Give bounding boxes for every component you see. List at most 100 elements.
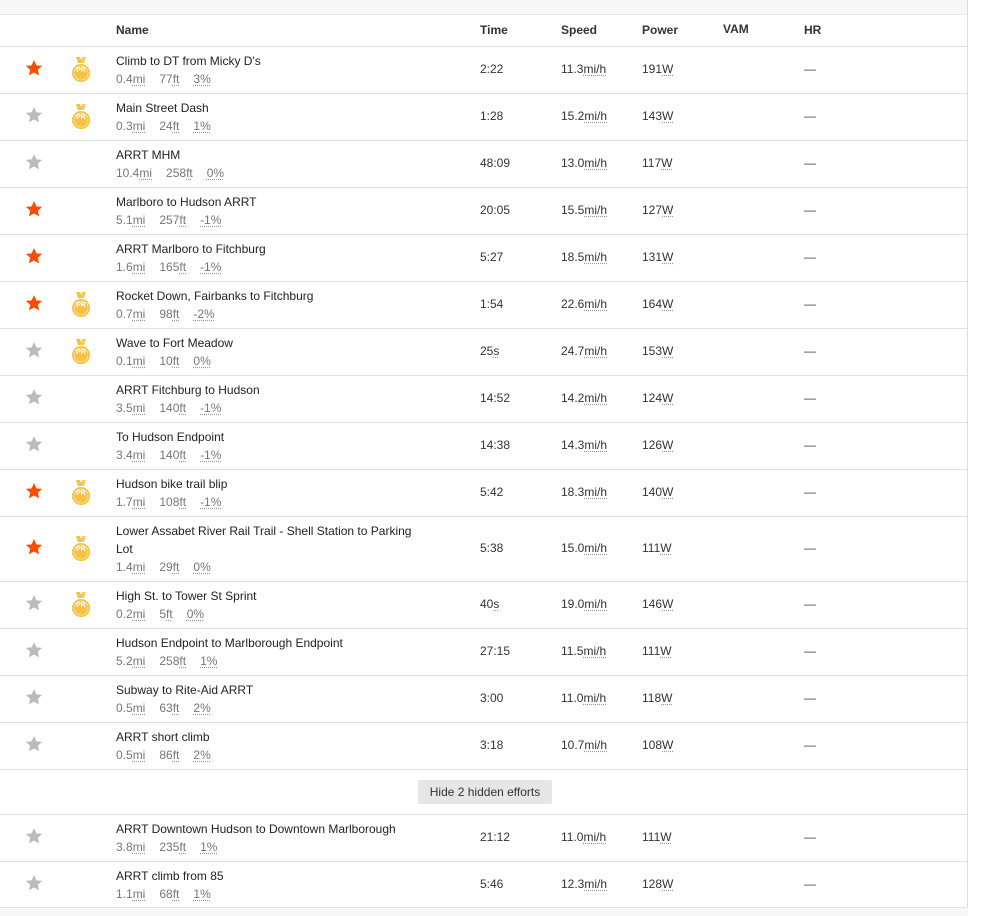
- segment-elevation-unit: ft: [179, 260, 187, 274]
- segment-speed-value: 14.2: [561, 391, 585, 405]
- segment-name-link[interactable]: Hudson bike trail blip: [116, 477, 228, 491]
- star-icon[interactable]: [24, 246, 44, 266]
- segment-hr: —: [804, 438, 816, 452]
- segment-power: 146W: [642, 597, 673, 611]
- segment-time: 5:46: [480, 877, 503, 891]
- segment-stats: 10.4mi 258ft 0%: [116, 164, 421, 182]
- segment-power-unit: W: [661, 156, 673, 170]
- top-band: [0, 0, 967, 15]
- header-vam[interactable]: VAM: [723, 22, 749, 36]
- segment-hr-value: —: [804, 391, 816, 405]
- star-icon[interactable]: [24, 434, 44, 454]
- segment-elevation: 77ft: [159, 72, 179, 86]
- segment-row[interactable]: ARRT MHM 10.4mi 258ft 0% 48:09 13.0mi/h 117W —: [0, 141, 967, 188]
- star-icon[interactable]: [24, 481, 44, 501]
- segment-stats: 0.1mi 10ft 0%: [116, 352, 421, 370]
- star-icon[interactable]: [24, 537, 44, 557]
- star-icon[interactable]: [24, 105, 44, 125]
- star-icon[interactable]: [24, 387, 44, 407]
- segment-distance: 3.5mi: [116, 401, 145, 415]
- segment-name-link[interactable]: Rocket Down, Fairbanks to Fitchburg: [116, 289, 314, 303]
- segment-distance-unit: mi: [132, 887, 146, 901]
- segment-grade: -1%: [200, 401, 222, 415]
- segment-time-value: 21:12: [480, 830, 511, 844]
- segment-name-link[interactable]: Wave to Fort Meadow: [116, 336, 233, 350]
- segment-name-link[interactable]: To Hudson Endpoint: [116, 430, 225, 444]
- segment-row[interactable]: ARRT climb from 85 1.1mi 68ft 1% 5:46 12.3mi/…: [0, 862, 967, 909]
- table-header: Name Time Speed Power VAM HR: [0, 15, 967, 47]
- segment-speed-unit: mi/h: [584, 109, 608, 123]
- segment-distance: 3.8mi: [116, 840, 145, 854]
- segment-name-link[interactable]: ARRT climb from 85: [116, 869, 224, 883]
- segment-name-link[interactable]: ARRT Marlboro to Fitchburg: [116, 242, 266, 256]
- segment-row[interactable]: PR High St. to Tower St Sprint 0.2mi 5ft 0% 4…: [0, 582, 967, 629]
- segment-name-link[interactable]: ARRT MHM: [116, 148, 181, 162]
- segment-elevation-value: 29: [159, 560, 173, 574]
- segment-stats: 3.4mi 140ft -1%: [116, 446, 421, 464]
- segment-elevation-value: 235: [159, 840, 180, 854]
- segment-name-link[interactable]: Lower Assabet River Rail Trail - Shell S…: [116, 524, 412, 556]
- segment-speed: 14.2mi/h: [561, 391, 607, 405]
- segment-row[interactable]: ARRT short climb 0.5mi 86ft 2% 3:18 10.7mi/h 1…: [0, 723, 967, 770]
- segment-name-link[interactable]: ARRT short climb: [116, 730, 210, 744]
- star-icon[interactable]: [24, 826, 44, 846]
- segment-row[interactable]: PR Hudson bike trail blip 1.7mi 108ft -1% 5:4…: [0, 470, 967, 517]
- segment-name-link[interactable]: ARRT Downtown Hudson to Downtown Marlbor…: [116, 822, 396, 836]
- segment-info: ARRT Fitchburg to Hudson 3.5mi 140ft -1%: [116, 381, 421, 417]
- star-icon[interactable]: [24, 687, 44, 707]
- pr-medal-label: PR: [76, 302, 86, 309]
- segment-row[interactable]: PR Main Street Dash 0.3mi 24ft 1% 1:28 15.2mi/…: [0, 94, 967, 141]
- segment-grade: 0%: [193, 354, 211, 368]
- segment-row[interactable]: Subway to Rite-Aid ARRT 0.5mi 63ft 2% 3:00 11…: [0, 676, 967, 723]
- header-name[interactable]: Name: [116, 23, 149, 37]
- header-power[interactable]: Power: [642, 23, 679, 37]
- segment-row[interactable]: PR Lower Assabet River Rail Trail - Shell…: [0, 517, 967, 582]
- segment-time: 27:15: [480, 644, 510, 658]
- segment-name-link[interactable]: High St. to Tower St Sprint: [116, 589, 257, 603]
- segment-row[interactable]: ARRT Fitchburg to Hudson 3.5mi 140ft -1% 14:…: [0, 376, 967, 423]
- star-icon[interactable]: [24, 58, 44, 78]
- segment-distance-value: 0.7: [116, 307, 133, 321]
- star-icon[interactable]: [24, 152, 44, 172]
- segment-name-link[interactable]: Marlboro to Hudson ARRT: [116, 195, 257, 209]
- segment-stats: 0.2mi 5ft 0%: [116, 605, 421, 623]
- star-icon[interactable]: [24, 593, 44, 613]
- segment-elevation: 63ft: [159, 701, 179, 715]
- segment-row[interactable]: To Hudson Endpoint 3.4mi 140ft -1% 14:38 14.3…: [0, 423, 967, 470]
- star-icon[interactable]: [24, 873, 44, 893]
- segment-row[interactable]: ARRT Downtown Hudson to Downtown Marlbor…: [0, 815, 967, 862]
- segment-distance-unit: mi: [132, 401, 146, 415]
- segment-power-value: 111: [642, 830, 661, 844]
- segment-row[interactable]: PR Rocket Down, Fairbanks to Fitchburg 0.7…: [0, 282, 967, 329]
- segment-elevation: 258ft: [159, 654, 186, 668]
- segment-time-unit: s: [493, 597, 500, 611]
- header-time[interactable]: Time: [480, 23, 508, 37]
- segment-name-link[interactable]: Main Street Dash: [116, 101, 209, 115]
- segment-time-value: 1:54: [480, 297, 504, 311]
- segment-hr-value: —: [804, 485, 816, 499]
- segment-elevation-unit: ft: [172, 887, 180, 901]
- segment-stats: 1.6mi 165ft -1%: [116, 258, 421, 276]
- segment-row[interactable]: PR Wave to Fort Meadow 0.1mi 10ft 0% 25s 24.7m…: [0, 329, 967, 376]
- segment-row[interactable]: ARRT Marlboro to Fitchburg 1.6mi 165ft -1% 5…: [0, 235, 967, 282]
- star-icon[interactable]: [24, 340, 44, 360]
- segment-name-link[interactable]: ARRT Fitchburg to Hudson: [116, 383, 260, 397]
- segment-row[interactable]: PR Climb to DT from Micky D's 0.4mi 77ft 3% 2…: [0, 47, 967, 94]
- segment-speed-unit: mi/h: [584, 877, 608, 891]
- segment-row[interactable]: Hudson Endpoint to Marlborough Endpoint 5…: [0, 629, 967, 676]
- segment-row[interactable]: Marlboro to Hudson ARRT 5.1mi 257ft -1% 20:0…: [0, 188, 967, 235]
- star-icon[interactable]: [24, 293, 44, 313]
- segment-name-link[interactable]: Subway to Rite-Aid ARRT: [116, 683, 254, 697]
- segment-speed: 11.0mi/h: [561, 830, 606, 844]
- segment-power-unit: W: [662, 738, 674, 752]
- star-icon[interactable]: [24, 734, 44, 754]
- star-icon[interactable]: [24, 199, 44, 219]
- segment-speed: 15.2mi/h: [561, 109, 607, 123]
- segment-name-link[interactable]: Hudson Endpoint to Marlborough Endpoint: [116, 636, 343, 650]
- star-icon[interactable]: [24, 640, 44, 660]
- hide-hidden-efforts-button[interactable]: Hide 2 hidden efforts: [418, 780, 552, 804]
- segment-name-link[interactable]: Climb to DT from Micky D's: [116, 54, 261, 68]
- header-speed[interactable]: Speed: [561, 23, 598, 37]
- header-hr[interactable]: HR: [804, 23, 822, 37]
- segment-speed-value: 10.7: [561, 738, 585, 752]
